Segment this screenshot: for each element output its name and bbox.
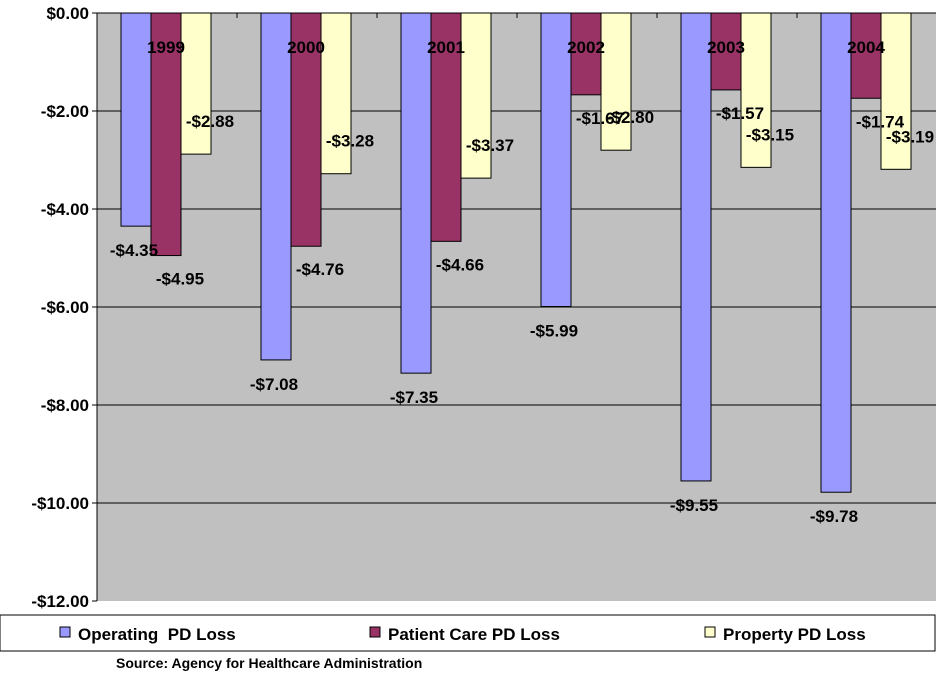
data-label: -$3.19 — [886, 127, 934, 146]
legend-swatch — [704, 626, 716, 638]
data-label: -$9.78 — [810, 507, 858, 526]
data-labels: -$4.35 -$4.95 -$2.88 -$7.08 -$4.76 -$3.28 -$7.… — [110, 104, 934, 526]
bar — [680, 12, 712, 482]
y-tick-label: -$10.00 — [31, 494, 89, 513]
category-label: 2003 — [707, 38, 745, 57]
category-label: 1999 — [147, 38, 185, 57]
data-label: -$4.76 — [296, 260, 344, 279]
data-label: -$4.95 — [156, 270, 204, 289]
legend-swatch — [369, 626, 381, 638]
legend-label: Patient Care PD Loss — [388, 625, 560, 644]
legend-label: Operating PD Loss — [78, 625, 236, 644]
bars — [120, 12, 912, 493]
data-label: -$1.57 — [716, 104, 764, 123]
y-tick-label: $0.00 — [46, 4, 89, 23]
category-label: 2000 — [287, 38, 325, 57]
data-label: -$3.28 — [326, 132, 374, 151]
y-ticks: $0.00 -$2.00 -$4.00 -$6.00 -$8.00 -$10.00 -$12… — [31, 4, 97, 611]
data-label: -$4.35 — [110, 241, 158, 260]
category-label: 2002 — [567, 38, 605, 57]
x-ticks — [96, 13, 798, 18]
y-tick-label: -$12.00 — [31, 592, 89, 611]
bar — [460, 12, 492, 179]
data-label: -$7.35 — [390, 388, 438, 407]
bar — [540, 12, 572, 308]
data-label: -$3.15 — [746, 125, 794, 144]
bar — [600, 12, 632, 151]
data-label: -$5.99 — [530, 322, 578, 341]
source-note: Source: Agency for Healthcare Administra… — [116, 655, 422, 671]
bar — [150, 12, 182, 257]
legend-label: Property PD Loss — [723, 625, 866, 644]
gridlines — [97, 110, 936, 504]
y-tick-label: -$4.00 — [41, 200, 89, 219]
bar — [430, 12, 462, 242]
bar — [120, 12, 152, 227]
data-label: -$3.37 — [466, 136, 514, 155]
data-label: -$1.74 — [856, 112, 905, 131]
y-tick-label: -$8.00 — [41, 396, 89, 415]
data-label: -$2.88 — [186, 112, 234, 131]
bar — [180, 12, 212, 155]
category-label: 2001 — [427, 38, 465, 57]
data-label: -$9.55 — [670, 496, 718, 515]
category-labels: 1999 2000 2001 2002 2003 2004 — [147, 38, 885, 57]
bar — [570, 12, 602, 96]
legend-swatch — [59, 626, 71, 638]
bar — [400, 12, 432, 374]
data-label: -$1.67 — [576, 109, 624, 128]
legend-box — [0, 614, 936, 652]
bar — [820, 12, 852, 493]
y-tick-label: -$2.00 — [41, 102, 89, 121]
legend: Operating PD Loss Patient Care PD Loss Pro… — [0, 614, 936, 652]
bar — [880, 12, 912, 170]
bar — [260, 12, 292, 361]
category-label: 2004 — [847, 38, 885, 57]
data-label: -$7.08 — [250, 375, 298, 394]
data-label: -$4.66 — [436, 255, 484, 274]
bar — [850, 12, 882, 99]
y-tick-label: -$6.00 — [41, 298, 89, 317]
data-label: -$2.80 — [606, 108, 654, 127]
